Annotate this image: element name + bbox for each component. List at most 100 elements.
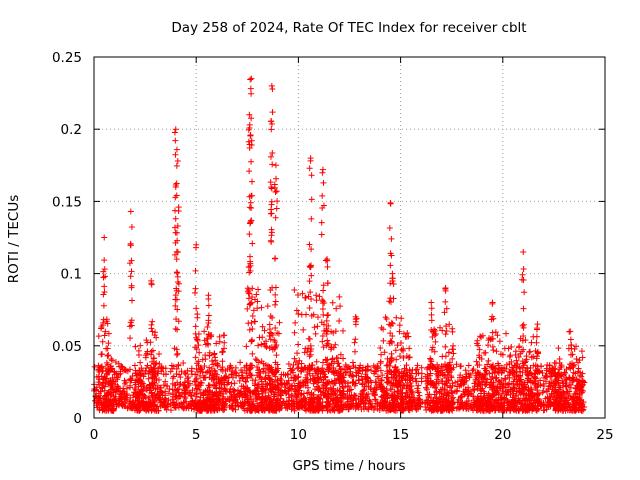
data-point — [100, 268, 107, 275]
data-point — [196, 349, 203, 356]
data-point — [503, 406, 510, 413]
data-point — [442, 343, 449, 350]
data-point — [472, 378, 479, 385]
data-point — [396, 322, 403, 329]
data-point — [307, 407, 314, 414]
data-point — [398, 346, 405, 353]
data-point — [133, 389, 140, 396]
data-point — [530, 400, 537, 407]
data-point — [393, 356, 400, 363]
data-point — [100, 379, 107, 386]
data-point — [267, 336, 274, 343]
x-tick-label: 10 — [290, 427, 307, 443]
data-point — [102, 273, 109, 280]
data-point — [485, 405, 492, 412]
data-point — [359, 376, 366, 383]
data-point — [177, 393, 184, 400]
data-point — [105, 352, 112, 359]
data-point — [415, 389, 422, 396]
data-point — [272, 368, 279, 375]
data-point — [387, 199, 394, 206]
data-point — [519, 271, 526, 278]
data-point — [285, 377, 292, 384]
data-point — [251, 296, 258, 303]
data-point — [248, 115, 255, 122]
data-point — [219, 358, 226, 365]
data-point — [186, 380, 193, 387]
data-point — [253, 385, 260, 392]
data-point — [188, 393, 195, 400]
data-point — [336, 363, 343, 370]
data-point — [442, 298, 449, 305]
data-point — [306, 304, 313, 311]
data-point — [389, 320, 396, 327]
data-point — [414, 362, 421, 369]
data-point — [521, 289, 528, 296]
data-point — [170, 393, 177, 400]
data-point — [405, 403, 412, 410]
data-point — [145, 407, 152, 414]
data-point — [192, 323, 199, 330]
data-point — [105, 369, 112, 376]
data-point — [251, 318, 258, 325]
data-point — [285, 385, 292, 392]
data-point — [487, 376, 494, 383]
data-point — [503, 330, 510, 337]
data-point — [365, 366, 372, 373]
data-point — [127, 382, 134, 389]
data-point — [281, 381, 288, 388]
data-point — [519, 358, 526, 365]
data-point — [300, 379, 307, 386]
data-point — [247, 260, 254, 267]
data-point — [172, 325, 179, 332]
data-point — [99, 385, 106, 392]
data-point — [320, 287, 327, 294]
data-point — [489, 343, 496, 350]
data-point — [319, 166, 326, 173]
data-point — [155, 365, 162, 372]
data-point — [513, 388, 520, 395]
data-point — [125, 404, 132, 411]
data-point — [221, 345, 228, 352]
data-point — [428, 311, 435, 318]
data-point — [228, 393, 235, 400]
data-point — [231, 391, 238, 398]
y-tick-label: 0.2 — [61, 122, 82, 138]
data-point — [484, 406, 491, 413]
data-point — [192, 378, 199, 385]
data-point — [522, 336, 529, 343]
data-point — [213, 385, 220, 392]
data-point — [100, 291, 107, 298]
data-point — [567, 365, 574, 372]
data-point — [346, 371, 353, 378]
data-point — [256, 334, 263, 341]
data-point — [216, 405, 223, 412]
data-point — [497, 396, 504, 403]
data-point — [514, 400, 521, 407]
data-point — [308, 246, 315, 253]
data-point — [171, 129, 178, 136]
data-point — [251, 380, 258, 387]
data-point — [272, 189, 279, 196]
data-point — [173, 146, 180, 153]
data-point — [334, 394, 341, 401]
data-point — [101, 257, 108, 264]
data-point — [489, 313, 496, 320]
data-point — [486, 381, 493, 388]
data-point — [381, 404, 388, 411]
data-point — [469, 367, 476, 374]
data-point — [128, 223, 135, 230]
data-point — [444, 389, 451, 396]
data-point — [364, 405, 371, 412]
data-point — [444, 398, 451, 405]
data-point — [319, 365, 326, 372]
data-point — [162, 378, 169, 385]
data-point — [415, 395, 422, 402]
data-point — [457, 403, 464, 410]
data-point — [172, 251, 179, 258]
data-point — [157, 387, 164, 394]
data-point — [162, 392, 169, 399]
data-point — [568, 342, 575, 349]
data-point — [424, 399, 431, 406]
data-point — [389, 393, 396, 400]
